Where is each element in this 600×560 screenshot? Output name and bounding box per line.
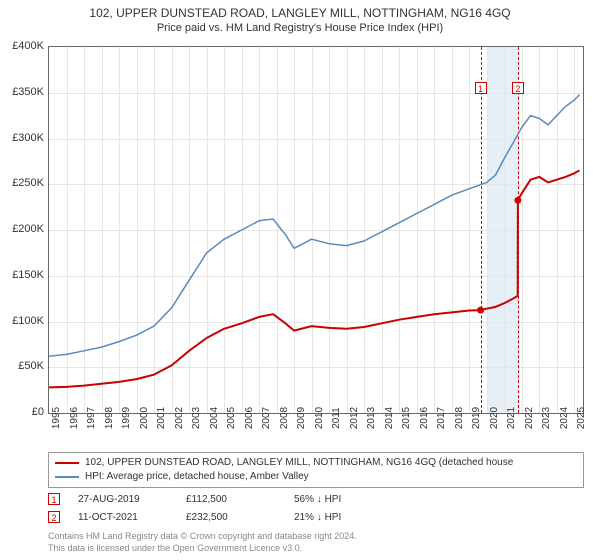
hpi-delta: 56% ↓ HPI <box>294 494 384 505</box>
xtick-label: 2014 <box>384 407 395 429</box>
sale-date: 27-AUG-2019 <box>78 494 168 505</box>
xtick-label: 2002 <box>174 407 185 429</box>
sale-date: 11-OCT-2021 <box>78 512 168 523</box>
xtick-label: 2021 <box>506 407 517 429</box>
table-row: 2 11-OCT-2021 £232,500 21% ↓ HPI <box>48 508 584 526</box>
legend-label: HPI: Average price, detached house, Ambe… <box>85 470 309 484</box>
ytick-label: £300K <box>0 132 44 144</box>
xtick-label: 2025 <box>576 407 587 429</box>
xtick-label: 2008 <box>279 407 290 429</box>
chart-container: 102, UPPER DUNSTEAD ROAD, LANGLEY MILL, … <box>0 0 600 560</box>
legend-swatch <box>55 476 79 478</box>
xtick-label: 2000 <box>139 407 150 429</box>
xtick-label: 2011 <box>331 407 342 429</box>
xtick-label: 2023 <box>541 407 552 429</box>
xtick-label: 2001 <box>156 407 167 429</box>
xtick-label: 2016 <box>419 407 430 429</box>
xtick-label: 2018 <box>454 407 465 429</box>
sale-point <box>514 197 521 204</box>
chart-subtitle: Price paid vs. HM Land Registry's House … <box>0 20 600 34</box>
legend-item: 102, UPPER DUNSTEAD ROAD, LANGLEY MILL, … <box>55 456 577 470</box>
ytick-label: £350K <box>0 86 44 98</box>
plot-area: 12 <box>48 46 584 414</box>
legend-label: 102, UPPER DUNSTEAD ROAD, LANGLEY MILL, … <box>85 456 513 470</box>
series-line-property <box>49 171 580 388</box>
xtick-label: 2020 <box>489 407 500 429</box>
table-row: 1 27-AUG-2019 £112,500 56% ↓ HPI <box>48 490 584 508</box>
ytick-label: £0 <box>0 406 44 418</box>
xtick-label: 2003 <box>191 407 202 429</box>
xtick-label: 2013 <box>366 407 377 429</box>
ytick-label: £150K <box>0 269 44 281</box>
xtick-label: 1995 <box>51 407 62 429</box>
sales-table: 1 27-AUG-2019 £112,500 56% ↓ HPI 2 11-OCT-202… <box>48 490 584 526</box>
legend-item: HPI: Average price, detached house, Ambe… <box>55 470 577 484</box>
attribution-line1: Contains HM Land Registry data © Crown c… <box>48 530 584 542</box>
chart-title: 102, UPPER DUNSTEAD ROAD, LANGLEY MILL, … <box>0 0 600 20</box>
xtick-label: 2024 <box>559 407 570 429</box>
sale-point <box>477 307 484 314</box>
xtick-label: 2006 <box>244 407 255 429</box>
xtick-label: 2022 <box>524 407 535 429</box>
sale-price: £112,500 <box>186 494 276 505</box>
xtick-label: 1997 <box>86 407 97 429</box>
xtick-label: 2019 <box>471 407 482 429</box>
ytick-label: £50K <box>0 360 44 372</box>
legend-swatch <box>55 462 79 464</box>
xtick-label: 1998 <box>104 407 115 429</box>
row-marker-badge: 2 <box>48 511 60 523</box>
series-line-hpi <box>49 95 580 357</box>
xtick-label: 2012 <box>349 407 360 429</box>
xtick-label: 2009 <box>296 407 307 429</box>
xtick-label: 2005 <box>226 407 237 429</box>
attribution-text: Contains HM Land Registry data © Crown c… <box>48 530 584 554</box>
ytick-label: £100K <box>0 315 44 327</box>
row-marker-badge: 1 <box>48 493 60 505</box>
xtick-label: 2004 <box>209 407 220 429</box>
hpi-delta: 21% ↓ HPI <box>294 512 384 523</box>
sale-price: £232,500 <box>186 512 276 523</box>
legend: 102, UPPER DUNSTEAD ROAD, LANGLEY MILL, … <box>48 452 584 488</box>
xtick-label: 1999 <box>121 407 132 429</box>
xtick-label: 2017 <box>436 407 447 429</box>
xtick-label: 2015 <box>401 407 412 429</box>
xtick-label: 2010 <box>314 407 325 429</box>
ytick-label: £250K <box>0 177 44 189</box>
series-svg <box>49 47 583 413</box>
xtick-label: 2007 <box>261 407 272 429</box>
ytick-label: £400K <box>0 40 44 52</box>
xtick-label: 1996 <box>69 407 80 429</box>
attribution-line2: This data is licensed under the Open Gov… <box>48 542 584 554</box>
ytick-label: £200K <box>0 223 44 235</box>
